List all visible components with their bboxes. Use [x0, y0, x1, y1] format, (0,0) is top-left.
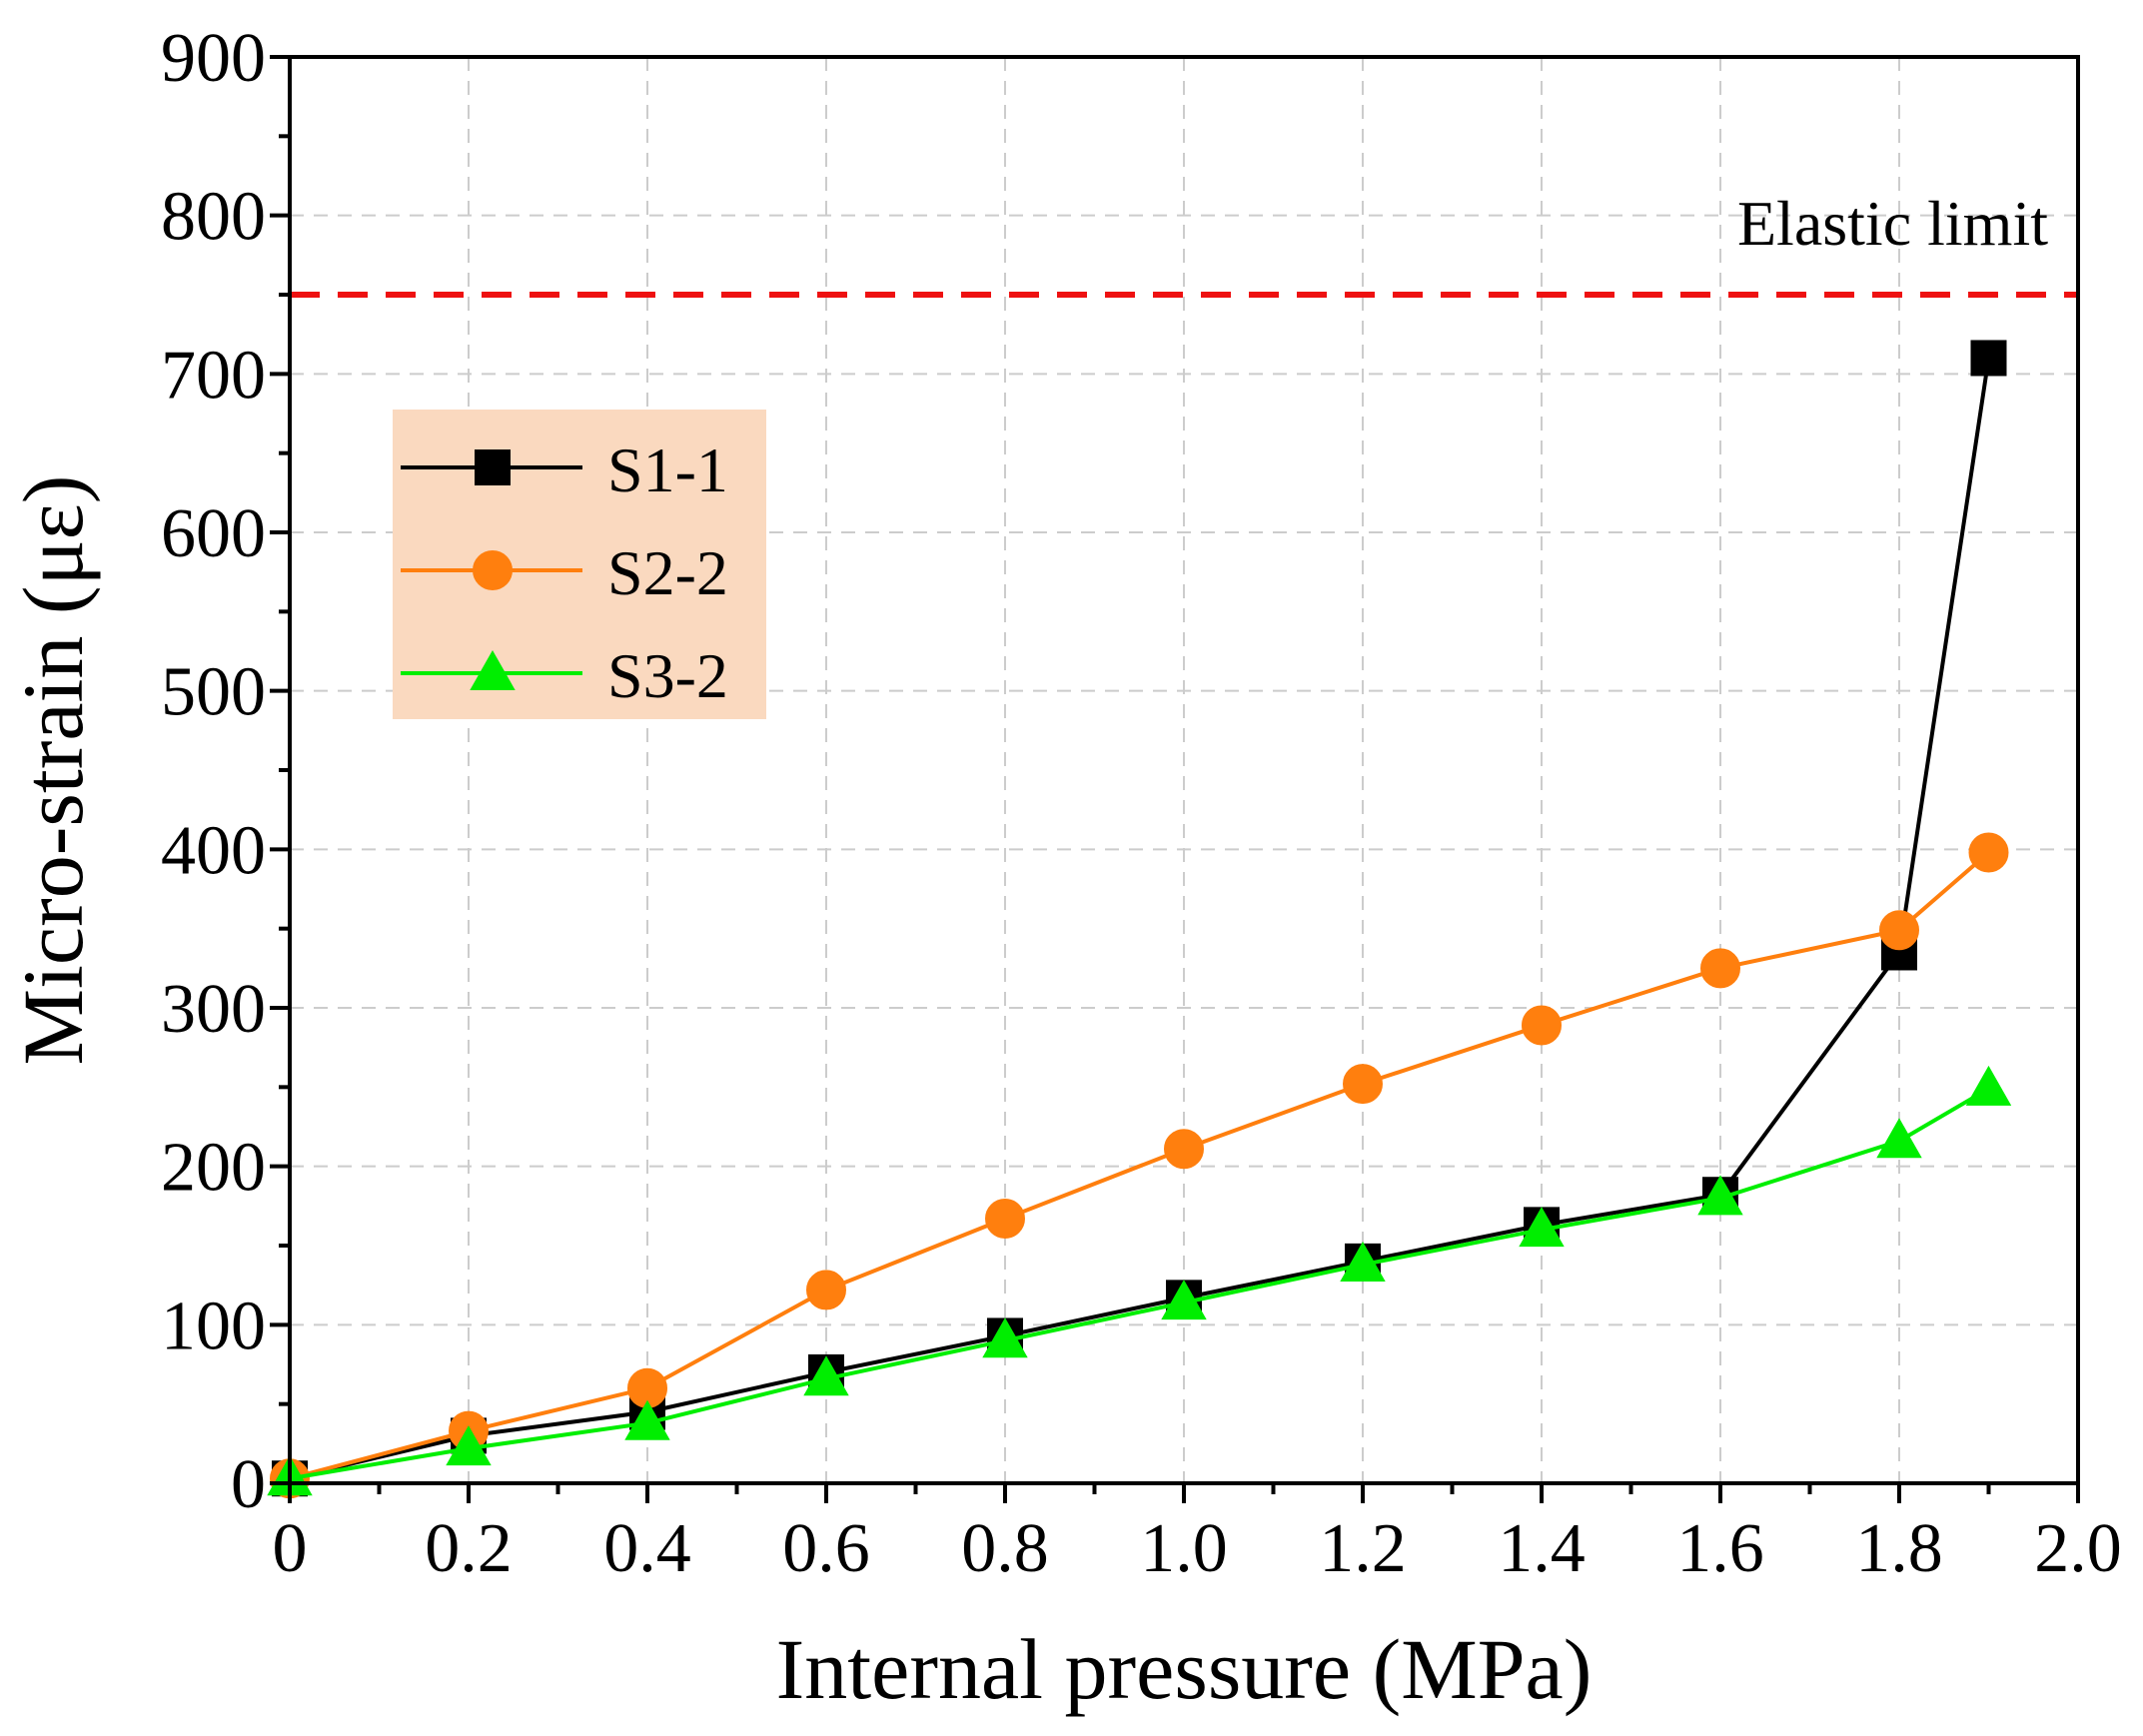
- data-point-S3-2: [982, 1317, 1028, 1358]
- data-point-S3-2: [624, 1399, 670, 1440]
- y-tick-label: 200: [161, 1130, 266, 1207]
- legend-label-S3-2: S3-2: [607, 640, 728, 711]
- grid: [290, 57, 2078, 1483]
- data-point-S3-2: [1161, 1280, 1207, 1320]
- data-point-S3-2: [1340, 1242, 1386, 1283]
- data-point-S3-2: [1965, 1065, 2012, 1106]
- x-tick-label: 1.6: [1676, 1510, 1764, 1587]
- y-tick-label: 500: [161, 654, 266, 731]
- data-point-S1-1: [1970, 340, 2007, 377]
- data-point-S2-2: [1879, 910, 1919, 951]
- data-point-S2-2: [1343, 1064, 1383, 1105]
- y-tick-label: 300: [161, 971, 266, 1048]
- x-tick-label: 0.8: [961, 1510, 1049, 1587]
- series-line-S3-2: [289, 1087, 1990, 1481]
- x-tick-label: 2.0: [2034, 1510, 2122, 1587]
- data-point-S3-2: [1697, 1175, 1743, 1216]
- data-point-S2-2: [1968, 832, 2009, 873]
- x-tick-label: 0.4: [603, 1510, 691, 1587]
- x-tick-label: 1.0: [1140, 1510, 1228, 1587]
- x-tick-labels: 0 0.2 0.4 0.6 0.8 1.0 1.2 1.4 1.6 1.8 2.0: [273, 1510, 2122, 1587]
- data-point-S2-2: [806, 1270, 846, 1310]
- elastic-limit-label: Elastic limit: [1737, 188, 2048, 259]
- x-tick-label: 0.2: [425, 1510, 513, 1587]
- x-tick-label: 0: [273, 1510, 308, 1587]
- data-point-S3-2: [803, 1355, 849, 1396]
- y-tick-label: 700: [161, 337, 266, 414]
- x-tick-label: 1.8: [1855, 1510, 1943, 1587]
- legend-label-S2-2: S2-2: [607, 537, 728, 608]
- x-tick-label: 1.4: [1498, 1510, 1586, 1587]
- series-group: [267, 340, 2012, 1499]
- data-point-S2-2: [1522, 1005, 1562, 1046]
- data-point-S2-2: [1700, 948, 1740, 989]
- series-S3-2: [267, 1065, 2012, 1496]
- y-tick-label: 100: [161, 1288, 266, 1364]
- x-tick-label: 0.6: [782, 1510, 870, 1587]
- legend-label-S1-1: S1-1: [607, 434, 728, 505]
- legend-marker-S3-2: [470, 649, 516, 690]
- y-tick-label: 900: [161, 20, 266, 97]
- y-tick-label: 400: [161, 812, 266, 889]
- legend-marker-S2-2: [473, 550, 513, 590]
- data-point-S3-2: [1519, 1207, 1565, 1248]
- legend-marker-S1-1: [475, 449, 511, 485]
- x-axis-title: Internal pressure (MPa): [776, 1621, 1593, 1717]
- legend: S1-1 S2-2 S3-2: [393, 410, 766, 719]
- x-tick-label: 1.2: [1319, 1510, 1407, 1587]
- y-tick-label: 800: [161, 179, 266, 256]
- axis-ticks: [270, 55, 2080, 1503]
- series-S2-2: [270, 832, 2009, 1499]
- data-point-S2-2: [985, 1199, 1025, 1240]
- data-point-S2-2: [1164, 1129, 1204, 1170]
- y-tick-label: 600: [161, 495, 266, 572]
- y-tick-label: 0: [231, 1446, 266, 1523]
- y-axis-title: Micro-strain (με): [5, 475, 101, 1066]
- y-tick-labels: 0 100 200 300 400 500 600 700 800 900: [161, 20, 266, 1523]
- legend-box: [393, 410, 766, 719]
- data-point-S3-2: [1876, 1118, 1922, 1159]
- data-point-S3-2: [446, 1425, 492, 1466]
